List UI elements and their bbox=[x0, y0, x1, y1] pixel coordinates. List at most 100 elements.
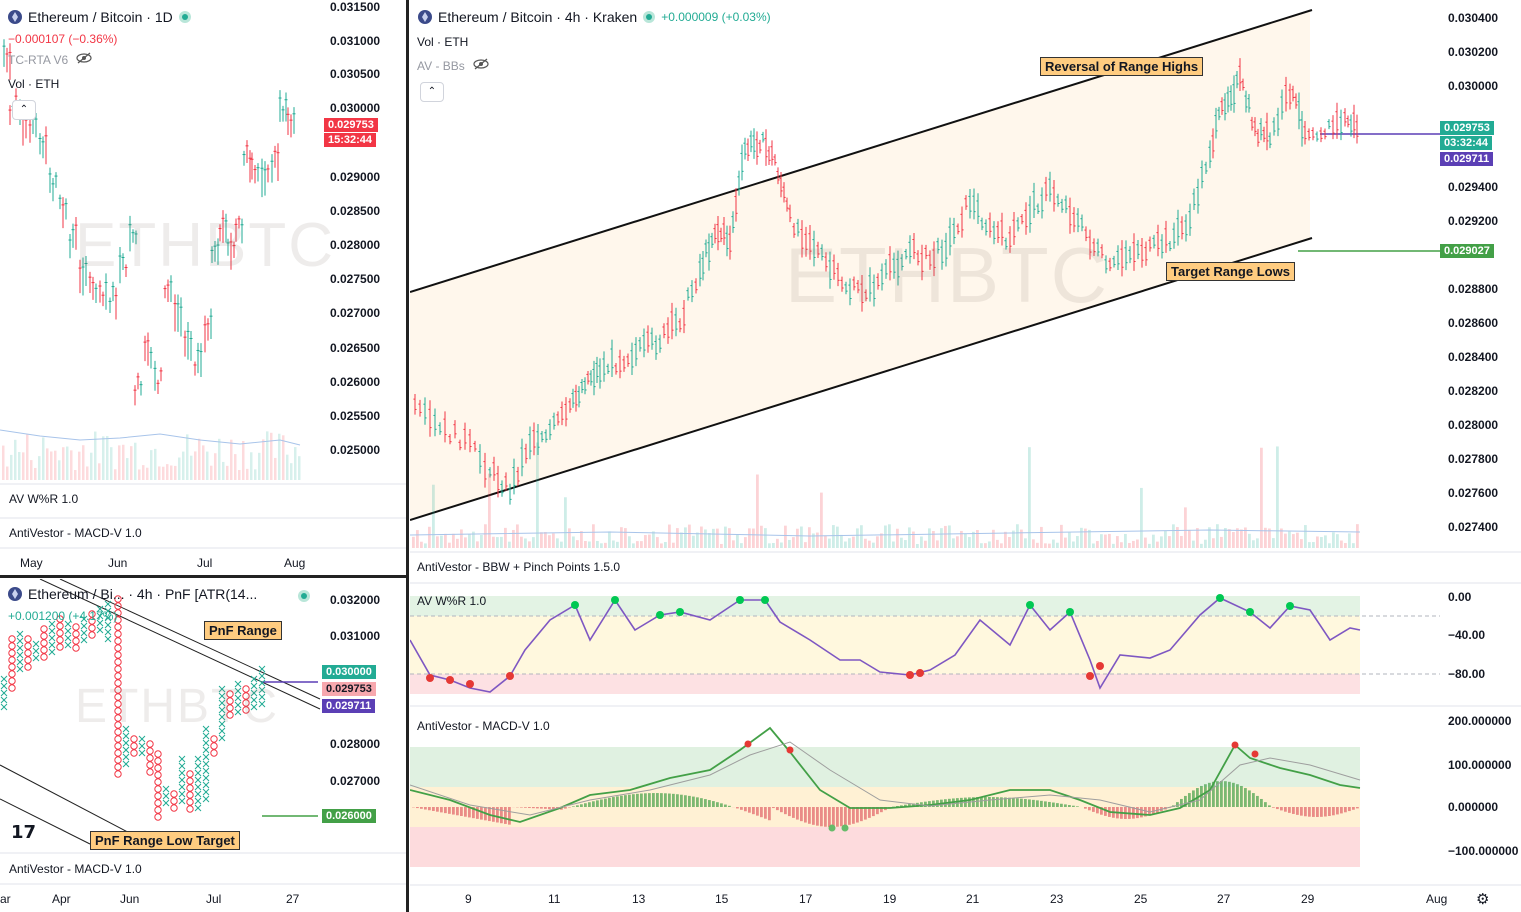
wr-oversold-dot bbox=[446, 676, 454, 684]
pnf-range-annotation[interactable]: PnF Range bbox=[204, 621, 282, 640]
pnf-x-mark bbox=[0, 689, 8, 697]
pnf-o-mark bbox=[72, 630, 80, 638]
pnf-o-mark bbox=[114, 630, 122, 638]
daily-volume-bar bbox=[90, 452, 93, 480]
main-price-tick: 0.028600 bbox=[1448, 316, 1498, 330]
macd-histogram-bar bbox=[1260, 798, 1263, 807]
macd-histogram-bar bbox=[548, 807, 551, 810]
daily-chart-canvas[interactable]: 0.031500 0.031000 0.030500 0.030000 0.029000… bbox=[0, 0, 406, 575]
main-macd-title[interactable]: AntiVestor - MACD-V 1.0 bbox=[417, 719, 550, 733]
main-volume-bar bbox=[668, 524, 671, 548]
pnf-o-mark bbox=[154, 771, 162, 779]
main-volume-bar bbox=[544, 532, 547, 548]
macd-histogram-bar bbox=[856, 807, 859, 823]
main-chart-pane[interactable]: 0.030400 0.030200 0.030000 0.029400 0.029200… bbox=[410, 0, 1521, 912]
main-volume-bar bbox=[888, 524, 891, 548]
macd-histogram-bar bbox=[928, 801, 931, 807]
collapse-legend-button[interactable]: ⌃ bbox=[420, 82, 444, 102]
daily-change: −0.000107 (−0.36%) bbox=[8, 32, 118, 46]
pnf-x-jun: Jun bbox=[120, 892, 140, 906]
left-horizontal-divider[interactable] bbox=[0, 575, 406, 578]
macd-histogram-bar bbox=[772, 807, 775, 809]
market-open-icon bbox=[178, 11, 191, 23]
tradingview-logo-icon[interactable]: 17 bbox=[11, 822, 37, 843]
pnf-target-annotation[interactable]: PnF Range Low Target bbox=[90, 831, 240, 850]
main-volume-label[interactable]: Vol · ETH bbox=[417, 35, 469, 49]
pnf-o-mark bbox=[114, 672, 122, 680]
pnf-symbol-title[interactable]: Ethereum / Bi... · 4h · PnF [ATR(14... bbox=[28, 586, 258, 602]
pnf-chart-canvas[interactable]: 0.032000 0.031000 0.028000 0.027000 bbox=[0, 579, 406, 912]
vertical-divider[interactable] bbox=[406, 0, 409, 912]
pnf-x-mark bbox=[194, 797, 202, 805]
settings-gear-icon[interactable]: ⚙ bbox=[1476, 891, 1490, 908]
main-volume-bar bbox=[1212, 538, 1215, 548]
main-volume-bar bbox=[1108, 533, 1111, 548]
main-volume-bar bbox=[480, 535, 483, 548]
eye-hidden-icon[interactable] bbox=[473, 58, 489, 73]
collapse-legend-button[interactable]: ⌃ bbox=[12, 100, 36, 120]
pnf-x-mark bbox=[64, 641, 72, 649]
main-volume-bar bbox=[596, 540, 599, 548]
main-volume-bar bbox=[868, 540, 871, 548]
main-volume-bar bbox=[1240, 529, 1243, 548]
main-bbw-title[interactable]: AntiVestor - BBW + Pinch Points 1.5.0 bbox=[417, 560, 621, 574]
pnf-x-mark bbox=[80, 622, 88, 630]
pnf-x-mark bbox=[218, 692, 226, 700]
daily-volume-bar bbox=[70, 450, 73, 480]
main-volume-bar bbox=[988, 541, 991, 548]
macd-histogram-bar bbox=[640, 793, 643, 807]
pnf-chart-pane[interactable]: 0.032000 0.031000 0.028000 0.027000 ETHBTC … bbox=[0, 579, 406, 912]
pnf-x-mark bbox=[234, 680, 242, 688]
macd-histogram-bar bbox=[1140, 807, 1143, 818]
main-volume-bar bbox=[492, 536, 495, 548]
main-volume-bar bbox=[1080, 527, 1083, 548]
main-volume-bar bbox=[1356, 524, 1359, 548]
daily-indicator-label[interactable]: TC-RTA V6 bbox=[8, 52, 69, 67]
macd-histogram-bar bbox=[1268, 805, 1271, 807]
pnf-o-mark bbox=[8, 670, 16, 678]
pnf-x-mark bbox=[178, 762, 186, 770]
macd-histogram-bar bbox=[1072, 805, 1075, 807]
main-volume-bar bbox=[548, 535, 551, 548]
main-volume-bar bbox=[1316, 536, 1319, 548]
main-volume-bar bbox=[1288, 531, 1291, 548]
daily-symbol-title[interactable]: Ethereum / Bitcoin · 1D bbox=[28, 9, 173, 25]
macd-histogram-bar bbox=[712, 801, 715, 807]
daily-macd-title[interactable]: AntiVestor - MACD-V 1.0 bbox=[9, 526, 142, 540]
macd-histogram-bar bbox=[456, 807, 459, 816]
daily-price-tick: 0.026500 bbox=[330, 341, 380, 355]
main-wr-title[interactable]: AV W%R 1.0 bbox=[417, 594, 487, 608]
main-volume-bar bbox=[828, 538, 831, 548]
range-high-annotation[interactable]: Reversal of Range Highs bbox=[1040, 57, 1204, 76]
main-volume-bar bbox=[940, 528, 943, 548]
main-volume-ma bbox=[410, 529, 1361, 537]
main-symbol-title[interactable]: Ethereum / Bitcoin · 4h · Kraken bbox=[438, 9, 638, 25]
daily-wr-title[interactable]: AV W%R 1.0 bbox=[9, 492, 79, 506]
macd-histogram-bar bbox=[496, 807, 499, 823]
pnf-x-mark bbox=[122, 760, 130, 768]
daily-volume-bar bbox=[222, 461, 225, 480]
main-volume-bar bbox=[1004, 531, 1007, 548]
macd-histogram-bar bbox=[788, 807, 791, 817]
main-change: +0.000009 (+0.03%) bbox=[661, 10, 771, 24]
eye-hidden-icon[interactable] bbox=[76, 52, 92, 67]
pnf-o-mark bbox=[114, 623, 122, 631]
pnf-x-mark bbox=[194, 769, 202, 777]
macd-histogram-bar bbox=[604, 798, 607, 807]
macd-histogram-bar bbox=[676, 794, 679, 807]
range-low-annotation[interactable]: Target Range Lows bbox=[1166, 262, 1295, 281]
daily-volume-bar bbox=[206, 451, 209, 480]
pnf-macd-title[interactable]: AntiVestor - MACD-V 1.0 bbox=[9, 862, 142, 876]
main-bb-label[interactable]: AV - BBs bbox=[417, 58, 465, 73]
daily-chart-pane[interactable]: 0.031500 0.031000 0.030500 0.030000 0.029000… bbox=[0, 0, 406, 575]
macd-histogram-bar bbox=[600, 799, 603, 807]
main-price-tick: 0.030400 bbox=[1448, 11, 1498, 25]
main-volume-bar bbox=[1136, 539, 1139, 548]
main-chart-canvas[interactable]: 0.030400 0.030200 0.030000 0.029400 0.029200… bbox=[410, 0, 1521, 912]
pnf-x-mark bbox=[234, 708, 242, 716]
daily-volume-label[interactable]: Vol · ETH bbox=[8, 77, 60, 91]
main-volume-bar bbox=[444, 533, 447, 548]
main-x-label: 9 bbox=[465, 892, 472, 906]
macd-axis-tick: −100.000000 bbox=[1448, 844, 1519, 858]
macd-histogram-bar bbox=[656, 793, 659, 807]
